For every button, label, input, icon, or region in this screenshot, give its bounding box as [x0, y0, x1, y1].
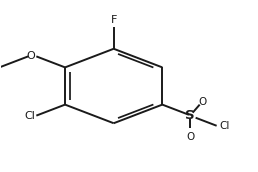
Text: F: F: [110, 15, 117, 25]
Text: O: O: [26, 51, 35, 61]
Text: Cl: Cl: [219, 121, 230, 131]
Text: S: S: [185, 109, 195, 122]
Text: O: O: [198, 97, 206, 107]
Text: Cl: Cl: [24, 111, 35, 121]
Text: O: O: [186, 132, 194, 142]
